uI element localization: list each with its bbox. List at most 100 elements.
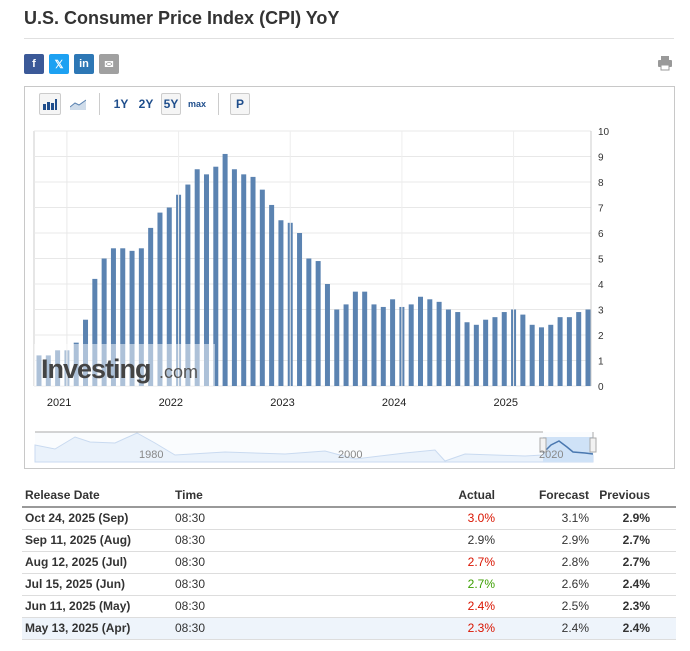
bar[interactable] — [129, 250, 135, 386]
share-linkedin-button[interactable]: in — [74, 54, 94, 74]
bar[interactable] — [390, 299, 396, 386]
toolbar-separator — [99, 93, 100, 115]
bar[interactable] — [557, 317, 563, 386]
bar[interactable] — [520, 314, 526, 386]
bar[interactable] — [408, 304, 414, 386]
bar[interactable] — [566, 317, 572, 386]
bar-chart-button[interactable] — [39, 93, 61, 115]
bar[interactable] — [138, 248, 144, 386]
bar[interactable] — [427, 299, 433, 386]
y-tick-label: 4 — [598, 280, 604, 291]
bar[interactable] — [445, 309, 451, 387]
range-max-button[interactable]: max — [187, 99, 206, 109]
bar[interactable] — [501, 312, 507, 386]
bar[interactable] — [464, 322, 470, 386]
bar[interactable] — [259, 189, 265, 386]
y-tick-label: 1 — [598, 357, 604, 368]
bar[interactable] — [362, 291, 368, 386]
bar[interactable] — [418, 296, 424, 386]
bar[interactable] — [148, 227, 154, 386]
forecast-value: 2.8% — [498, 551, 592, 574]
bar[interactable] — [101, 258, 107, 387]
bar[interactable] — [352, 291, 358, 386]
bar[interactable] — [203, 174, 209, 386]
bar-chart-icon — [43, 99, 57, 110]
bar[interactable] — [324, 284, 330, 386]
bar[interactable] — [297, 233, 303, 386]
bar[interactable] — [380, 306, 386, 386]
bar[interactable] — [538, 327, 544, 386]
release-date: Oct 24, 2025 (Sep) — [22, 507, 172, 530]
bar[interactable] — [110, 248, 116, 386]
bar[interactable] — [455, 312, 461, 386]
share-email-button[interactable]: ✉ — [99, 54, 119, 74]
bar[interactable] — [269, 204, 275, 386]
y-tick-label: 2 — [598, 331, 604, 342]
print-icon[interactable] — [657, 55, 673, 71]
bar[interactable] — [343, 304, 349, 386]
p-button[interactable]: P — [230, 93, 250, 115]
release-date: May 13, 2025 (Apr) — [22, 617, 172, 640]
forecast-value: 2.5% — [498, 595, 592, 618]
y-tick-label: 3 — [598, 306, 604, 317]
release-date: Aug 12, 2025 (Jul) — [22, 551, 172, 574]
y-tick-label: 9 — [598, 153, 604, 164]
range-1y-button[interactable]: 1Y — [113, 97, 129, 111]
bar[interactable] — [576, 312, 582, 386]
share-x-button[interactable]: 𝕏 — [49, 54, 69, 74]
bar[interactable] — [231, 169, 237, 386]
bar[interactable] — [473, 324, 479, 386]
bar[interactable] — [306, 258, 312, 387]
col-previous: Previous — [592, 483, 676, 508]
y-tick-label: 6 — [598, 229, 604, 240]
bar[interactable] — [222, 153, 228, 386]
release-time: 08:30 — [172, 573, 398, 596]
navigator-tick-label: 1980 — [139, 449, 163, 461]
forecast-value: 2.9% — [498, 529, 592, 552]
share-facebook-button[interactable]: f — [24, 54, 44, 74]
bar[interactable] — [166, 207, 172, 387]
forecast-value: 2.4% — [498, 617, 592, 640]
range-navigator[interactable]: 1980 2000 2020 — [34, 431, 597, 463]
range-5y-button[interactable]: 5Y — [161, 93, 181, 115]
bar[interactable] — [436, 301, 442, 386]
actual-value: 2.7% — [398, 551, 498, 574]
previous-value: 2.7% — [592, 551, 676, 574]
range-2y-button[interactable]: 2Y — [138, 97, 154, 111]
release-time: 08:30 — [172, 617, 398, 640]
bar[interactable] — [585, 309, 591, 387]
investing-logo: Investing — [41, 354, 151, 384]
bar[interactable] — [548, 324, 554, 386]
bar[interactable] — [250, 176, 256, 386]
bar[interactable] — [371, 304, 377, 386]
bar[interactable] — [315, 261, 321, 386]
bar[interactable] — [92, 278, 98, 386]
bar[interactable] — [529, 324, 535, 386]
actual-value: 2.7% — [398, 573, 498, 596]
x-tick-label: 2023 — [270, 397, 294, 409]
navigator-handle[interactable] — [589, 437, 597, 453]
bar[interactable] — [278, 220, 284, 386]
bar[interactable] — [157, 212, 163, 386]
bar[interactable] — [492, 317, 498, 386]
forecast-value: 2.6% — [498, 573, 592, 596]
bar[interactable] — [483, 319, 489, 386]
y-tick-label: 8 — [598, 178, 604, 189]
y-tick-label: 5 — [598, 255, 604, 266]
bar[interactable] — [120, 248, 126, 386]
bar[interactable] — [334, 309, 340, 387]
release-time: 08:30 — [172, 529, 398, 552]
col-release-date: Release Date — [22, 483, 172, 508]
actual-value: 2.9% — [398, 529, 498, 552]
bar[interactable] — [241, 174, 247, 386]
bar[interactable] — [194, 169, 200, 386]
bar[interactable] — [213, 166, 219, 386]
cpi-bar-chart: 0 1 2 3 4 5 6 7 8 9 10 2021 2022 2023 2024 2025 Investin… — [33, 127, 610, 463]
area-chart-button[interactable] — [67, 93, 89, 115]
bar[interactable] — [185, 184, 191, 386]
divider — [24, 38, 674, 39]
navigator-tick-label: 2020 — [539, 449, 563, 461]
table-row: Oct 24, 2025 (Sep) 08:30 3.0% 3.1% 2.9% — [22, 507, 676, 530]
navigator-handle[interactable] — [539, 437, 547, 453]
release-time: 08:30 — [172, 551, 398, 574]
